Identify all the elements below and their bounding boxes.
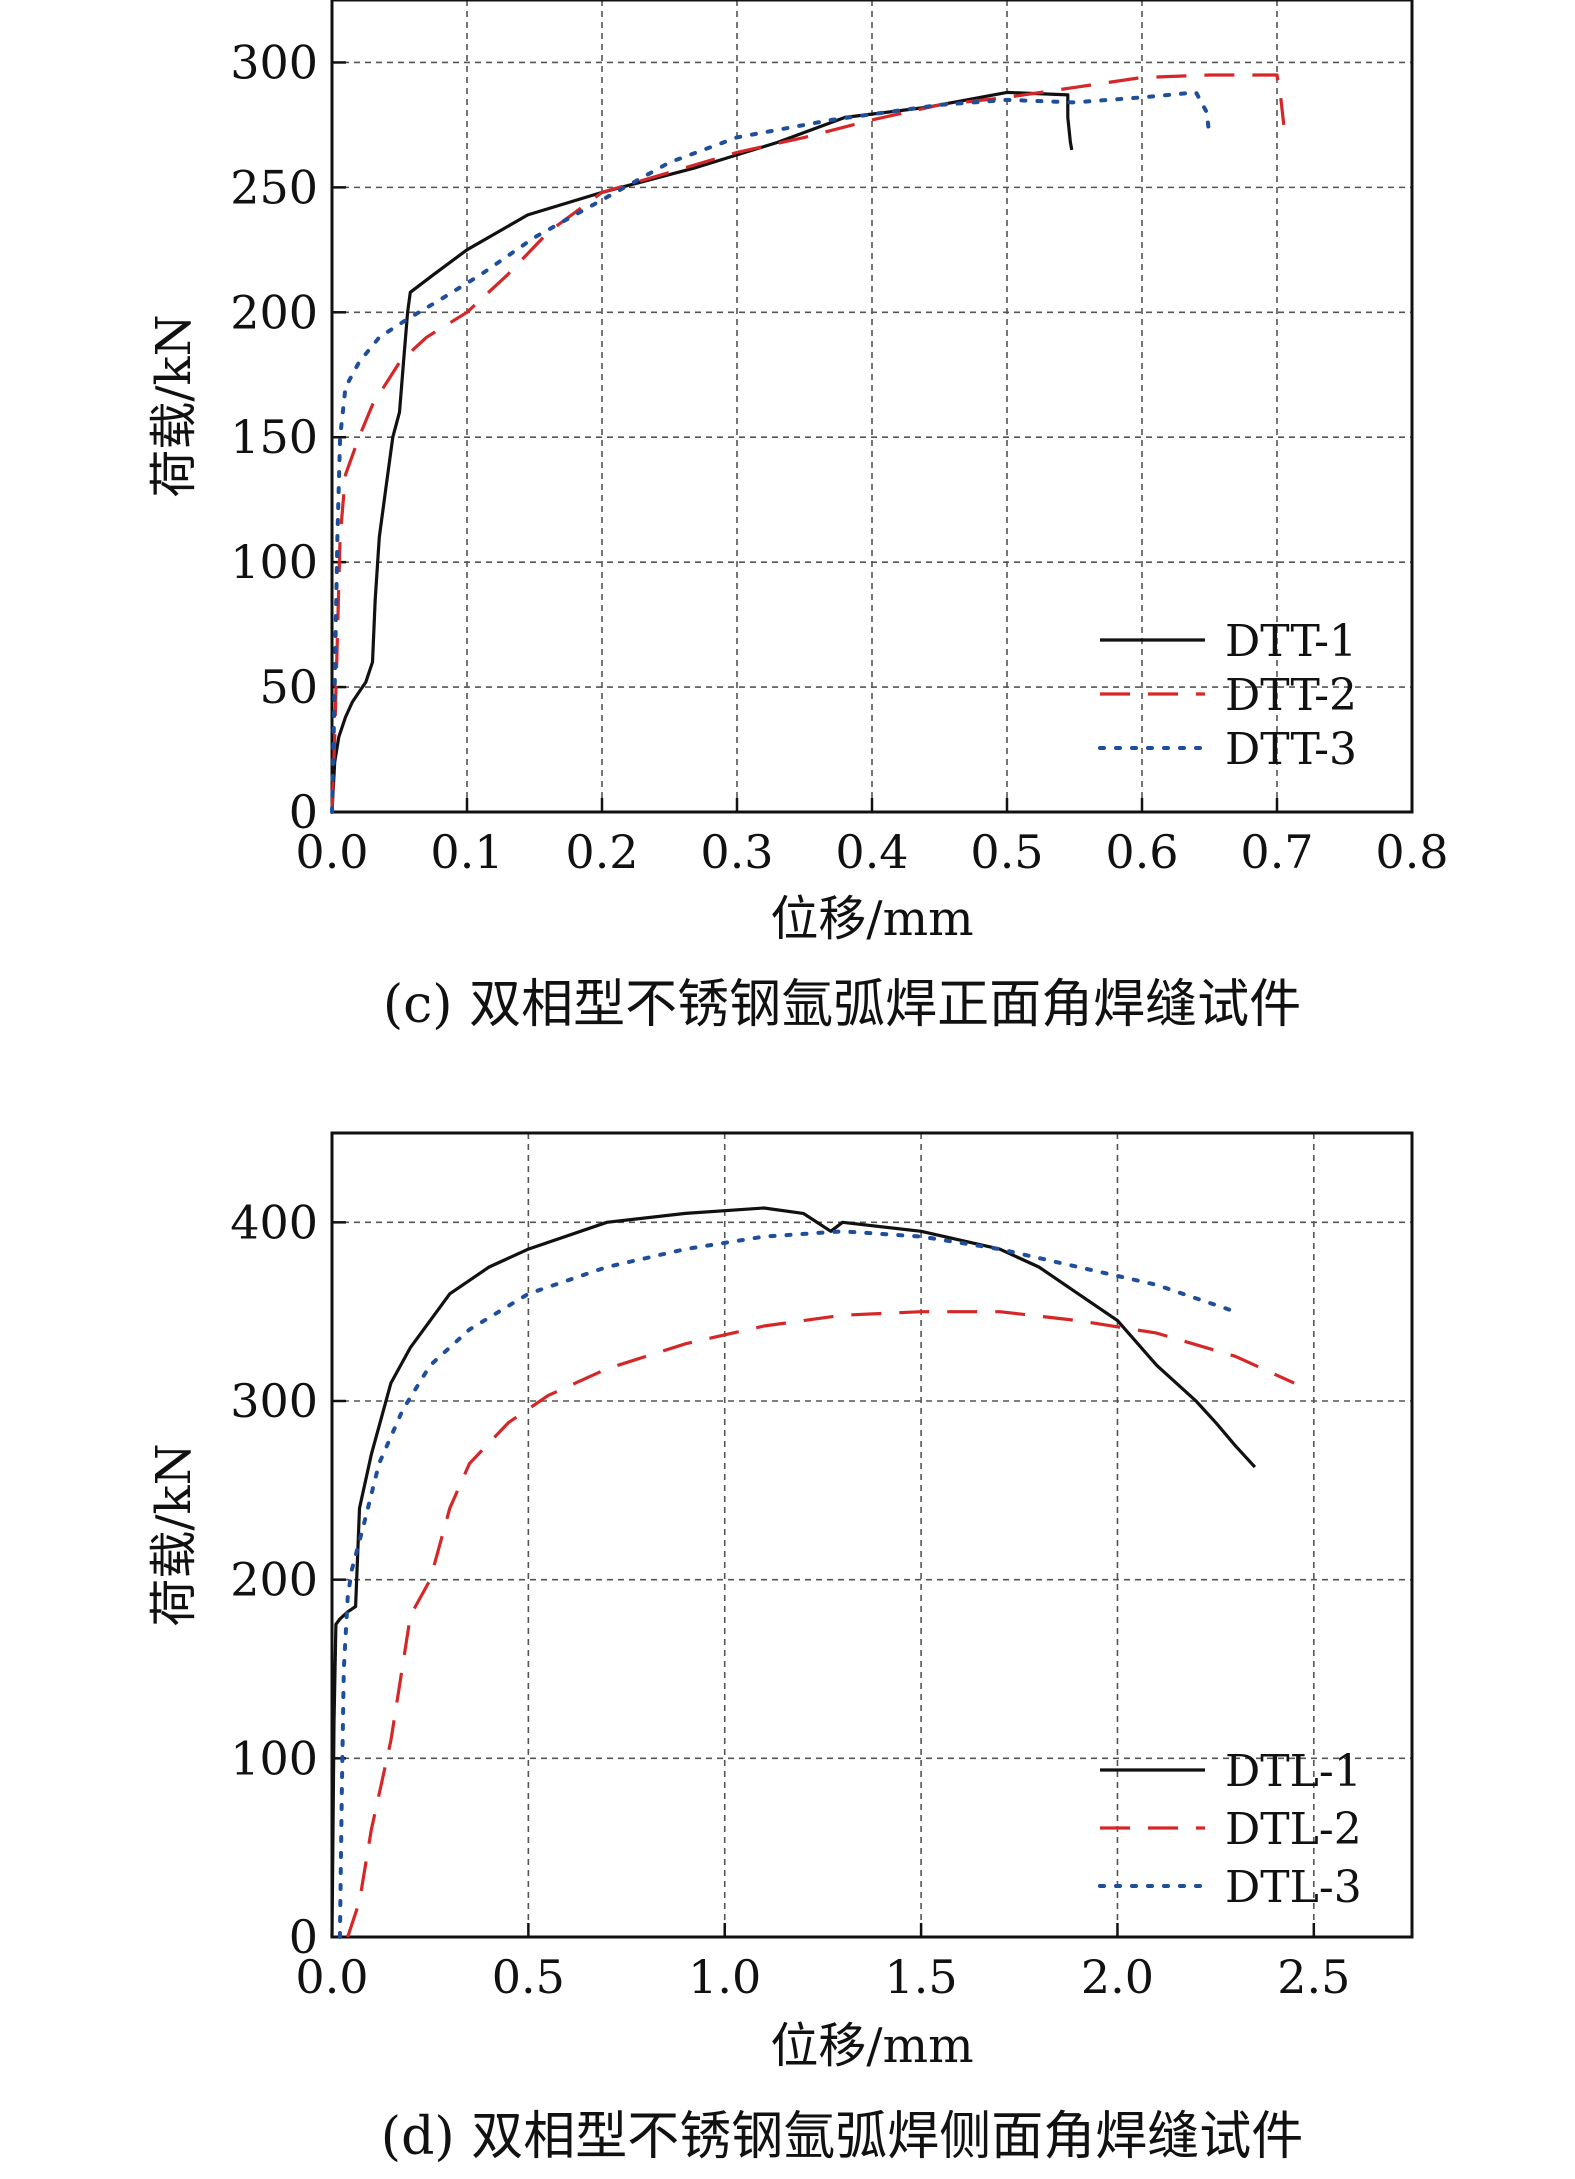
y-tick-label: 100	[230, 535, 318, 589]
plot-frame	[330, 1131, 1414, 1939]
y-axis-label: 荷载/kN	[146, 1443, 202, 1626]
x-tick-label: 1.0	[688, 1950, 761, 2004]
series-line-dtl-2	[346, 1310, 1295, 1938]
y-tick-label: 250	[230, 160, 318, 214]
legend-label-dtt-2: DTT-2	[1225, 670, 1357, 721]
x-tick-label: 0.5	[492, 1950, 565, 2004]
series-line-dtl-3	[337, 1229, 1238, 1939]
y-tick-label: 0	[289, 1910, 318, 1964]
x-tick-label: 0.8	[1375, 825, 1448, 879]
legend-label-dtl-2: DTL-2	[1225, 1804, 1362, 1855]
x-axis-label: 位移/mm	[770, 2018, 973, 2074]
y-tick-label: 400	[230, 1195, 318, 1249]
x-tick-label: 2.5	[1277, 1950, 1350, 2004]
legend-label-dtt-1: DTT-1	[1225, 616, 1357, 667]
series-line-dtt-3	[330, 90, 1212, 814]
y-tick-label: 300	[230, 1374, 318, 1428]
y-tick-label: 50	[259, 660, 318, 714]
legend: DTL-1 DTL-2 DTL-3	[1098, 1746, 1362, 1913]
x-tick-label: 1.5	[885, 1950, 958, 2004]
y-tick-label: 200	[230, 1553, 318, 1607]
y-tick-label: 300	[230, 35, 318, 89]
grid	[332, 1133, 1412, 1937]
x-tick-label: 0.1	[430, 825, 503, 879]
x-axis-label: 位移/mm	[770, 891, 973, 947]
x-tick-label: 0.6	[1105, 825, 1178, 879]
x-tick-label: 0.3	[700, 825, 773, 879]
x-tick-label: 0.7	[1240, 825, 1313, 879]
y-tick-label: 200	[230, 285, 318, 339]
y-tick-label: 0	[289, 785, 318, 839]
series-line-dtt-2	[330, 73, 1286, 813]
y-axis-label: 荷载/kN	[146, 314, 202, 497]
figure-caption: (d) 双相型不锈钢氩弧焊侧面角焊缝试件	[381, 2107, 1303, 2167]
legend-label-dtl-3: DTL-3	[1225, 1862, 1362, 1913]
chart-c: 0.0 0.1 0.2 0.3 0.4 0.5 0.6 0.7 0.8 0 50 100 150 200 2…	[146, 0, 1449, 1035]
y-tick-label: 150	[230, 410, 318, 464]
chart-d: 0.0 0.5 1.0 1.5 2.0 2.5 0 100 200 300 400 位移/mm 荷载/k…	[146, 1131, 1414, 2167]
y-tick-label: 100	[230, 1731, 318, 1785]
grid	[332, 0, 1412, 812]
x-tick-label: 0.0	[295, 825, 368, 879]
series-line-dtl-1	[330, 1206, 1257, 1938]
legend-label-dtl-1: DTL-1	[1225, 1746, 1362, 1797]
x-tick-label: 0.5	[970, 825, 1043, 879]
x-tick-label: 0.2	[565, 825, 638, 879]
x-tick-label: 0.0	[295, 1950, 368, 2004]
x-tick-label: 2.0	[1081, 1950, 1154, 2004]
figure-caption: (c) 双相型不锈钢氩弧焊正面角焊缝试件	[383, 975, 1301, 1035]
x-tick-label: 0.4	[835, 825, 908, 879]
legend-label-dtt-3: DTT-3	[1225, 724, 1357, 775]
series-line-dtt-1	[330, 90, 1074, 813]
